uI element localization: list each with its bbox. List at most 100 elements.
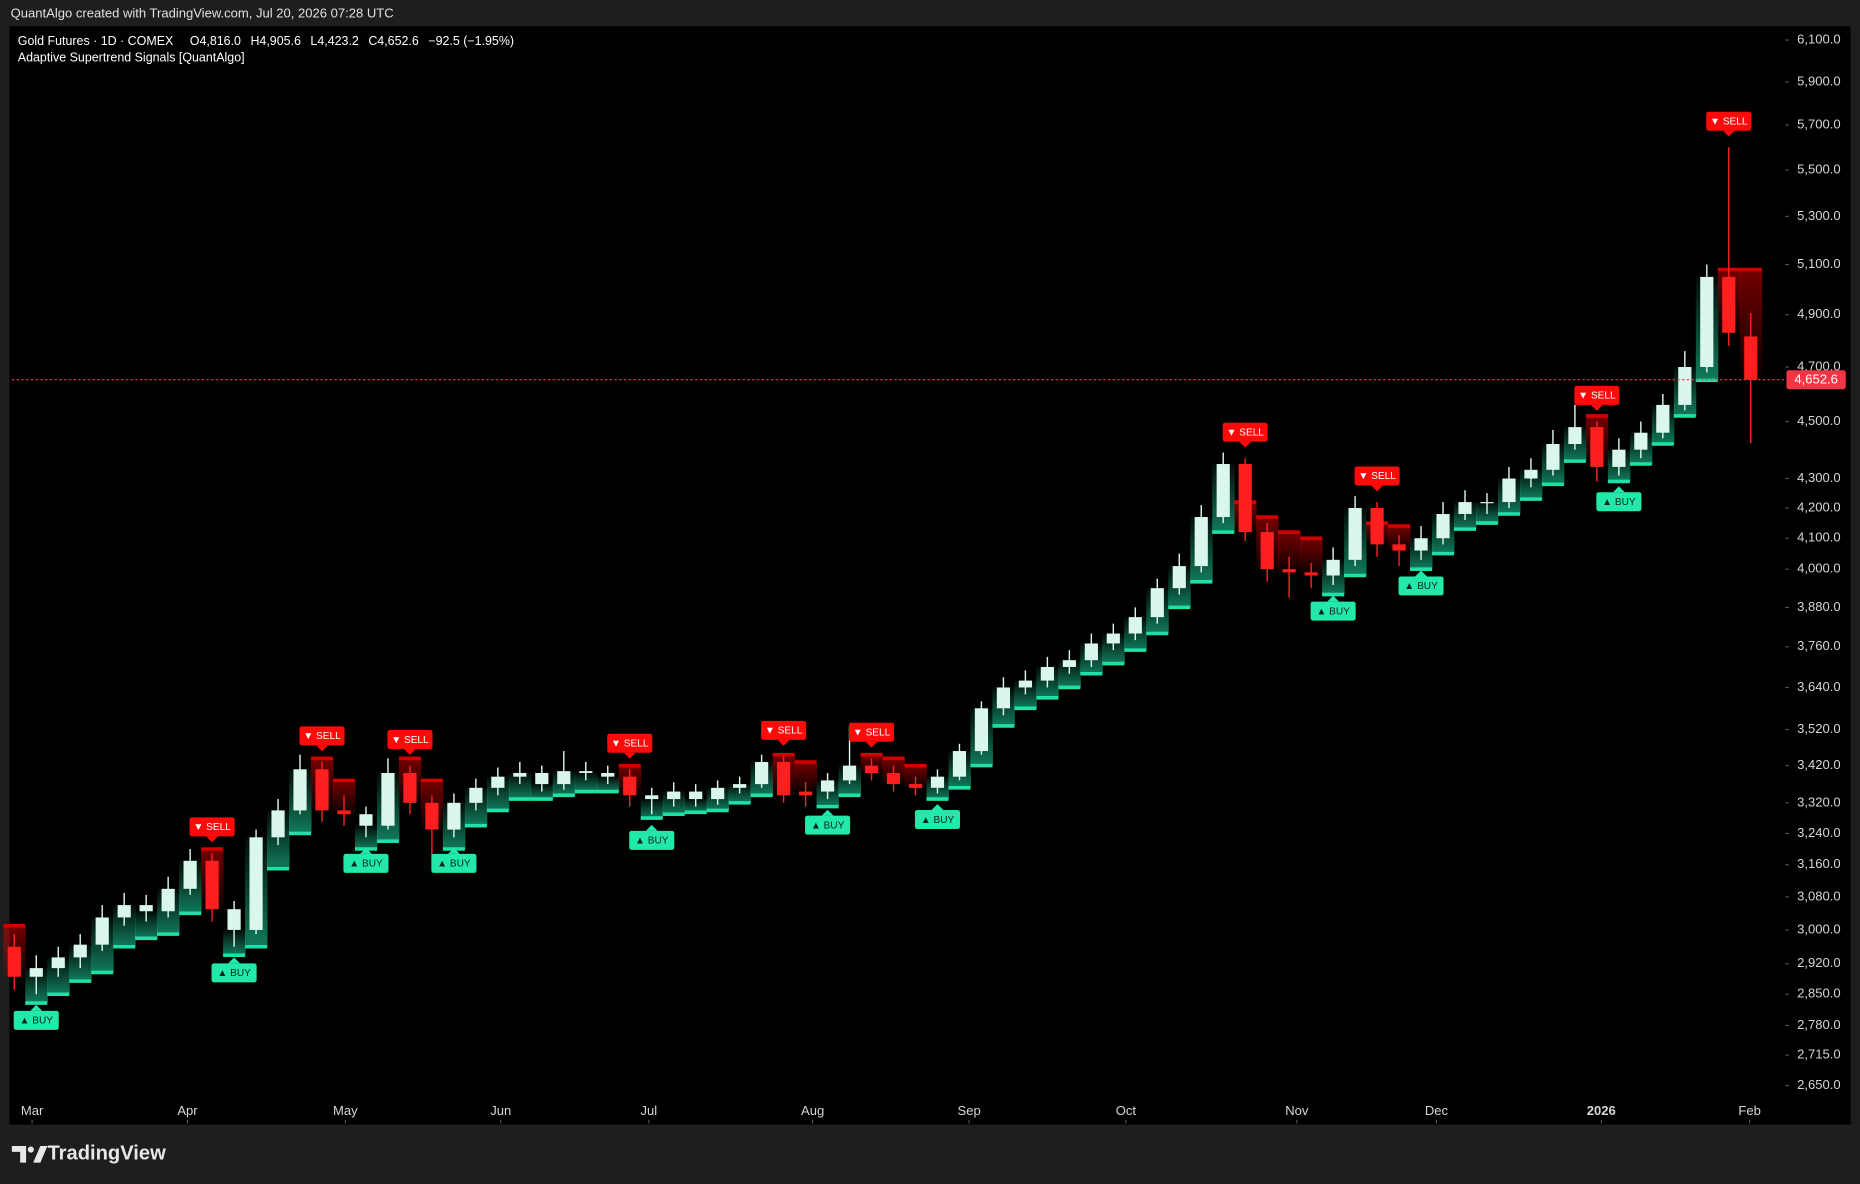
signal-box [1596,492,1642,512]
last-price-label: 4,652.6 [1794,372,1837,387]
y-tick-label: 5,500.0 [1797,161,1840,176]
candle-body [227,909,241,930]
signal-pointer [316,745,328,752]
signal-box [805,815,851,835]
y-tick-label: 3,240.0 [1797,825,1840,840]
candle-body [183,860,197,889]
signal-pointer [1415,570,1427,577]
candle-body [381,772,395,826]
signal-box [1706,111,1752,131]
signal-box [1574,385,1620,405]
candle-body [733,784,747,788]
y-tick-label: 4,700.0 [1797,358,1840,373]
y-tick-label: 6,100.0 [1797,32,1840,47]
signal-box [607,733,653,753]
candle-body [755,761,769,785]
candle-body [447,802,461,830]
candle-body [1062,660,1076,667]
signal-label: ▼ SELL [391,735,429,746]
signal-label: ▲ BUY [20,1016,54,1027]
signal-label: ▲ BUY [349,859,383,870]
signal-pointer [404,749,416,755]
candle-body [557,771,571,785]
x-tick-label: May [333,1103,358,1118]
signal-label: ▲ BUY [635,836,669,847]
chart-pane [9,26,1851,1125]
candle-body [513,772,527,777]
candle-body [952,751,967,777]
y-tick-label: 5,100.0 [1797,256,1840,271]
candle-body [667,791,681,800]
candle-body [1370,508,1384,545]
signal-box [13,1010,59,1030]
candle-body [1458,502,1472,515]
x-tick-label: Apr [177,1103,198,1118]
ohlc-label: C4,652.6 [368,34,419,48]
candle-body [798,791,813,796]
candle-body [1018,680,1032,688]
candle-body [1348,508,1362,560]
candle-body [1194,517,1208,567]
candle-body [1568,427,1582,445]
candle-body [1414,538,1428,551]
candle-body [1172,566,1186,589]
candle-body [205,860,219,910]
signal-pointer [1327,595,1340,602]
candle-body [315,769,329,811]
y-tick-label: 2,715.0 [1797,1047,1840,1062]
candle-body [139,905,153,912]
signal-pointer [1371,485,1384,492]
candle-body [1282,569,1296,573]
candle-body [1040,666,1054,681]
candle-body [886,772,901,785]
signal-box [1398,576,1444,596]
supertrend-band [728,784,752,803]
signal-pointer [865,741,878,748]
ohlc-label: H4,905.6 [250,34,301,48]
signal-pointer [777,739,790,746]
supertrend-band [596,776,620,792]
supertrend-band [1278,532,1301,573]
signal-box [189,817,235,837]
supertrend-band [508,772,532,800]
signal-pointer [645,824,658,831]
signal-label: ▼ SELL [1226,427,1264,438]
candle-body [73,944,87,958]
candle-body [1524,469,1538,479]
signal-box [431,853,477,873]
candle-body [1326,559,1340,576]
signal-box [1222,422,1268,442]
candle-body [249,837,263,930]
candle-body [1106,633,1120,644]
candle-body [996,687,1011,709]
candle-body [491,776,505,788]
x-tick-label: Oct [1116,1103,1137,1118]
candle-body [1546,444,1560,470]
signal-label: ▼ SELL [1358,471,1396,482]
candle-body [337,810,351,815]
candle-body [1744,336,1758,380]
y-tick-label: 3,000.0 [1797,921,1840,936]
signal-label: ▲ BUY [811,820,845,831]
y-tick-label: 4,900.0 [1797,306,1840,321]
ohlc-label: O4,816.0 [190,34,241,48]
y-tick-label: 3,880.0 [1797,599,1840,614]
candle-body [1634,432,1648,450]
signal-pointer [1722,130,1735,137]
logo-shape [33,1145,48,1163]
signal-label: ▲ BUY [921,815,955,826]
brand-logo [11,1145,48,1163]
signal-box [1354,466,1400,486]
candle-body [161,888,175,912]
candles [7,147,1758,995]
supertrend-lines [3,267,1762,1005]
signals: ▲ BUY ▼ SELL ▲ BUY ▼ SELL ▲ BUY ▼ SELL ▲ BUY ▼ … [13,111,1752,1030]
candle-body [95,917,109,945]
y-tick-label: 3,160.0 [1797,856,1840,871]
candle-body [1150,588,1164,618]
signal-pointer [447,847,460,854]
signal-label: ▼ SELL [853,727,891,738]
last-price-box [1786,370,1846,390]
ohlc-label: L4,423.2 [310,34,358,48]
signal-pointer [206,836,219,843]
